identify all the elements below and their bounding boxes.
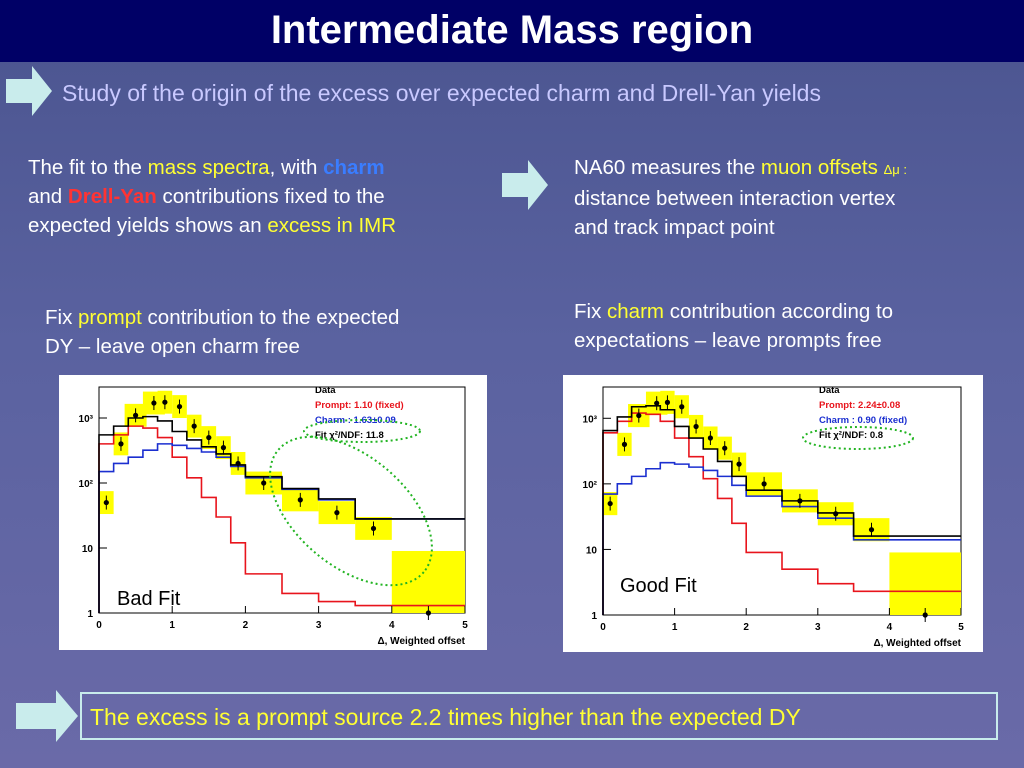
bad-fit-plot: 0 1 2 3 4 5 1 10 10² 10³ Δ, Weighted offset Data Pro… — [59, 375, 487, 650]
data-point — [425, 610, 431, 616]
data-uncertainty-box — [391, 550, 465, 613]
fix-prompt-text: Fix prompt contribution to the expected … — [45, 306, 400, 358]
x-tick-label: 2 — [743, 622, 749, 633]
data-point — [621, 441, 628, 447]
x-tick-label: 3 — [316, 620, 322, 631]
x-tick-label: 5 — [462, 620, 468, 631]
data-point — [133, 412, 139, 418]
legend-entry: Data — [315, 385, 336, 396]
fit-quality-label: Bad Fit — [117, 588, 181, 610]
y-tick-label: 10 — [586, 545, 598, 556]
x-tick-label: 4 — [389, 620, 395, 631]
x-tick-label: 5 — [958, 622, 964, 633]
data-point — [654, 400, 660, 406]
data-point — [334, 510, 340, 516]
data-point — [664, 399, 671, 405]
x-tick-label: 0 — [96, 620, 102, 631]
x-axis-label: Δ, Weighted offset — [873, 638, 961, 649]
series-fit-line — [602, 405, 961, 615]
x-tick-label: 3 — [815, 622, 821, 633]
data-point — [636, 412, 642, 419]
data-point — [797, 498, 803, 504]
data-point — [103, 499, 109, 506]
right-description: NA60 measures the muon offsets Δμ : dist… — [574, 156, 907, 239]
good-fit-plot: 0 1 2 3 4 5 1 10 10² 10³ Δ, Weighted offset Data Pro… — [563, 375, 983, 652]
data-point — [761, 481, 767, 487]
subtitle: Study of the origin of the excess over e… — [62, 80, 821, 106]
x-tick-label: 4 — [887, 622, 893, 633]
data-point — [151, 400, 157, 406]
data-point — [679, 404, 685, 410]
data-point — [693, 423, 699, 430]
y-tick-label: 10² — [79, 479, 94, 490]
y-tick-label: 1 — [591, 611, 597, 622]
x-tick-label: 1 — [672, 622, 678, 633]
y-tick-label: 10³ — [79, 414, 94, 425]
series-fit-line — [98, 415, 465, 613]
data-point — [261, 480, 267, 486]
legend-entry: Prompt: 2.24±0.08 — [819, 400, 900, 411]
data-point — [736, 461, 742, 467]
y-tick-label: 1 — [87, 609, 93, 620]
arrow-right-icon — [6, 66, 52, 116]
data-point — [707, 435, 713, 441]
data-point — [722, 445, 728, 451]
fix-charm-text: Fix charm contribution according to expe… — [574, 300, 894, 352]
data-point — [922, 612, 928, 618]
arrow-right-icon — [16, 690, 78, 742]
data-point — [833, 511, 839, 517]
chi2-highlight-ellipse — [802, 426, 914, 450]
y-tick-label: 10² — [583, 480, 598, 491]
data-point — [297, 497, 303, 503]
legend-entry: Prompt: 1.10 (fixed) — [315, 400, 404, 411]
left-description: The fit to the mass spectra, with charm … — [28, 156, 397, 237]
data-point — [370, 525, 377, 532]
fit-quality-label: Good Fit — [620, 575, 697, 597]
data-point — [235, 460, 241, 467]
data-point — [162, 399, 168, 405]
data-point — [206, 434, 212, 441]
legend-entry: Data — [819, 385, 840, 396]
y-tick-label: 10 — [82, 544, 94, 555]
y-tick-label: 10³ — [583, 414, 598, 425]
arrow-right-icon — [502, 160, 548, 210]
data-point — [220, 445, 227, 451]
x-tick-label: 2 — [243, 620, 249, 631]
data-point — [191, 423, 197, 429]
conclusion-text: The excess is a prompt source 2.2 times … — [90, 704, 801, 730]
chi2-highlight-ellipse — [303, 419, 421, 443]
x-tick-label: 0 — [600, 622, 606, 633]
data-point — [868, 527, 875, 533]
data-point — [607, 500, 613, 507]
x-tick-label: 1 — [169, 620, 175, 631]
series-prompt-line — [98, 425, 465, 613]
legend-entry: Fit χ²/NDF: 0.8 — [819, 430, 883, 441]
x-axis-label: Δ, Weighted offset — [377, 636, 465, 647]
legend-entry: Charm : 0.90 (fixed) — [819, 415, 907, 426]
legend-entry: Fit χ²/NDF: 11.8 — [315, 430, 384, 441]
data-point — [118, 441, 124, 447]
conclusion-box — [80, 692, 998, 740]
title-bar — [0, 0, 1024, 62]
data-uncertainty-box — [889, 552, 961, 615]
page-title: Intermediate Mass region — [270, 8, 754, 52]
data-point — [176, 403, 183, 410]
